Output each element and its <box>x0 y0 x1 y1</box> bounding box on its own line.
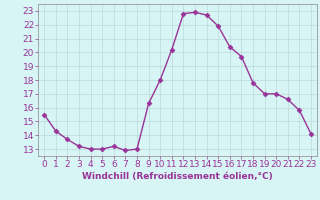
X-axis label: Windchill (Refroidissement éolien,°C): Windchill (Refroidissement éolien,°C) <box>82 172 273 181</box>
